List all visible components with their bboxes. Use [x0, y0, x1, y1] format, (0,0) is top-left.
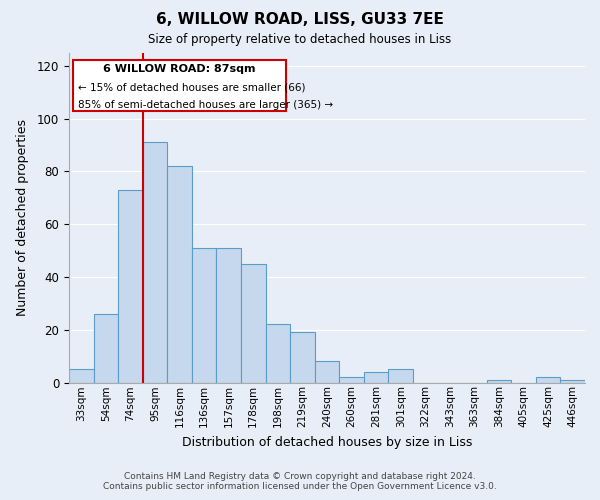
Bar	[388, 370, 413, 382]
Bar	[364, 372, 388, 382]
Text: Size of property relative to detached houses in Liss: Size of property relative to detached ho…	[148, 32, 452, 46]
Text: 85% of semi-detached houses are larger (365) →: 85% of semi-detached houses are larger (…	[77, 100, 333, 110]
Bar	[266, 324, 290, 382]
Bar	[94, 314, 118, 382]
Bar	[73, 60, 286, 110]
Bar	[339, 377, 364, 382]
Bar	[536, 377, 560, 382]
Bar	[487, 380, 511, 382]
Bar	[560, 380, 585, 382]
Text: 6 WILLOW ROAD: 87sqm: 6 WILLOW ROAD: 87sqm	[103, 64, 256, 74]
Bar	[290, 332, 315, 382]
Bar	[118, 190, 143, 382]
Bar	[192, 248, 217, 382]
Text: 6, WILLOW ROAD, LISS, GU33 7EE: 6, WILLOW ROAD, LISS, GU33 7EE	[156, 12, 444, 28]
X-axis label: Distribution of detached houses by size in Liss: Distribution of detached houses by size …	[182, 436, 472, 448]
Text: Contains HM Land Registry data © Crown copyright and database right 2024.
Contai: Contains HM Land Registry data © Crown c…	[103, 472, 497, 491]
Y-axis label: Number of detached properties: Number of detached properties	[16, 119, 29, 316]
Bar	[143, 142, 167, 382]
Bar	[217, 248, 241, 382]
Bar	[315, 362, 339, 382]
Bar	[69, 370, 94, 382]
Text: ← 15% of detached houses are smaller (66): ← 15% of detached houses are smaller (66…	[77, 83, 305, 93]
Bar	[241, 264, 266, 382]
Bar	[167, 166, 192, 382]
